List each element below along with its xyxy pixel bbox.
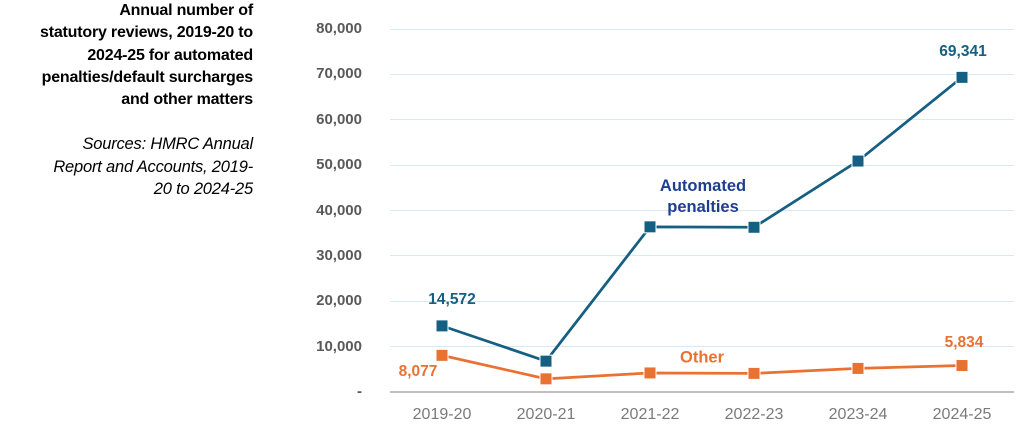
- series-label: Automated penalties: [659, 177, 747, 216]
- gridline: [390, 300, 1014, 302]
- gridline: [390, 28, 1014, 30]
- y-tick-label: -: [357, 383, 362, 400]
- title-line: statutory reviews, 2019-20 to: [40, 24, 253, 42]
- data-label: 14,572: [428, 290, 476, 308]
- gridline: [390, 210, 1014, 211]
- gridline: [390, 346, 1014, 348]
- x-tick-label: 2022-23: [724, 406, 784, 423]
- series-line-other: [441, 354, 963, 381]
- y-tick-label: 60,000: [316, 110, 362, 128]
- data-point-marker: [851, 361, 865, 375]
- source-line: Sources: HMRC Annual: [82, 135, 253, 154]
- series-line-automated-penalties: [441, 76, 963, 363]
- gridline: [390, 255, 1014, 257]
- y-tick-label: 70,000: [316, 65, 362, 83]
- gridline: [390, 164, 1014, 166]
- y-tick-label: 40,000: [316, 201, 362, 219]
- chart-title: Annual number of statutory reviews, 2019…: [0, 0, 253, 111]
- chart-source: Sources: HMRC Annual Report and Accounts…: [0, 133, 253, 201]
- data-point-marker: [955, 359, 969, 373]
- y-tick-label: 80,000: [316, 20, 362, 37]
- data-point-marker: [643, 220, 657, 234]
- x-tick-label: 2023-24: [828, 406, 888, 423]
- title-line: 2024-25 for automated: [87, 46, 253, 64]
- x-tick-label: 2021-22: [620, 406, 680, 423]
- y-tick-label: 20,000: [316, 292, 362, 310]
- title-line: penalties/default surcharges: [41, 68, 254, 86]
- data-point-marker: [747, 220, 761, 234]
- data-label: 5,834: [944, 333, 984, 351]
- data-point-marker: [955, 70, 969, 84]
- data-label: 8,077: [398, 363, 438, 381]
- data-point-marker: [643, 366, 657, 380]
- data-point-marker: [851, 154, 865, 168]
- title-line: and other matters: [121, 91, 253, 109]
- data-point-marker: [539, 354, 553, 368]
- data-point-marker: [747, 366, 761, 380]
- data-point-marker: [539, 372, 553, 386]
- source-line: Report and Accounts, 2019-: [53, 157, 253, 176]
- source-line: 20 to 2024-25: [153, 180, 253, 199]
- gridline: [390, 119, 1014, 121]
- data-point-marker: [435, 348, 449, 362]
- series-label: Other: [679, 348, 724, 367]
- data-label: 69,341: [939, 43, 987, 61]
- x-tick-label: 2020-21: [516, 406, 576, 423]
- chart-caption: Annual number of statutory reviews, 2019…: [0, 0, 253, 201]
- x-tick-label: 2024-25: [932, 406, 992, 423]
- x-axis-line: [390, 391, 1014, 393]
- y-tick-label: 50,000: [316, 156, 362, 174]
- title-line: Annual number of: [119, 2, 253, 19]
- x-tick-label: 2019-20: [412, 406, 472, 423]
- y-tick-label: 30,000: [316, 246, 362, 264]
- y-tick-label: 10,000: [316, 337, 362, 355]
- data-point-marker: [435, 319, 449, 333]
- gridline: [390, 73, 1014, 75]
